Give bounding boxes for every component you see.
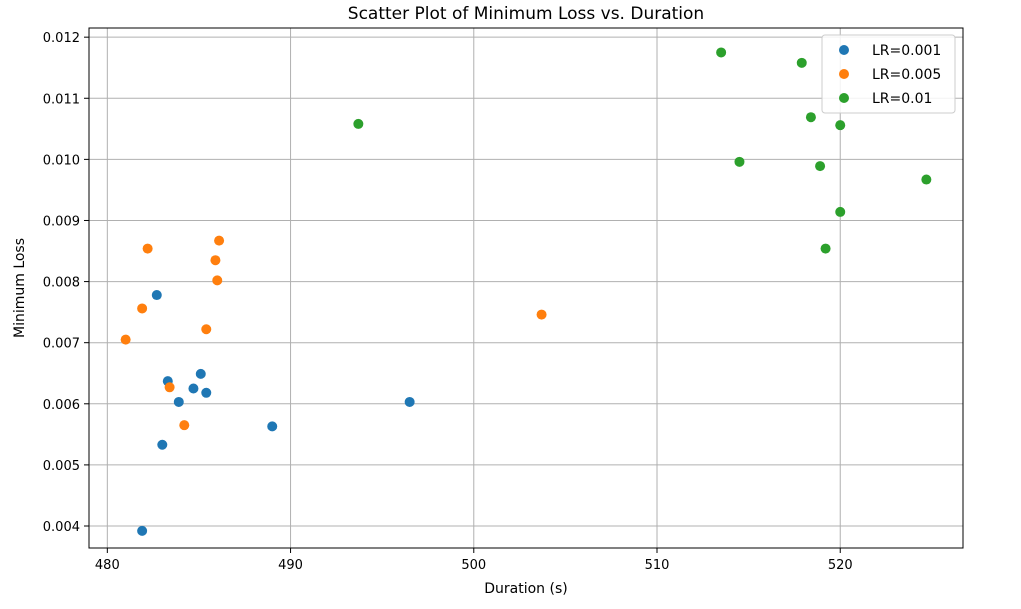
y-tick-label: 0.006: [43, 398, 80, 413]
data-point-1: [267, 421, 278, 432]
y-tick-label: 0.004: [43, 520, 80, 535]
x-tick-label: 480: [95, 558, 120, 573]
data-point-1: [157, 439, 168, 450]
axis-ticks: 480 490 500 510 520 0.004 0.005 0.006 0.007 0.008…: [43, 31, 853, 573]
data-point-2: [137, 303, 148, 314]
y-tick-label: 0.007: [43, 337, 80, 352]
legend-marker: [839, 69, 849, 79]
y-tick-label: 0.011: [43, 92, 80, 107]
data-point-1: [404, 396, 415, 407]
data-point-3: [815, 161, 826, 172]
y-tick-label: 0.012: [43, 31, 80, 46]
data-point-2: [212, 275, 223, 286]
data-point-1: [195, 368, 206, 379]
x-tick-label: 510: [645, 558, 670, 573]
data-point-3: [796, 57, 807, 68]
data-point-2: [214, 235, 225, 246]
data-points: [120, 47, 932, 536]
data-point-3: [805, 112, 816, 123]
grid-lines: [89, 28, 963, 548]
data-point-1: [151, 290, 162, 301]
data-point-3: [353, 118, 364, 129]
x-tick-label: 500: [461, 558, 486, 573]
y-axis-label: Minimum Loss: [12, 238, 28, 338]
legend: LR=0.001 LR=0.005 LR=0.01: [821, 34, 956, 114]
legend-label: LR=0.01: [872, 91, 932, 107]
data-point-2: [179, 420, 190, 431]
data-point-3: [835, 206, 846, 217]
y-tick-label: 0.009: [43, 214, 80, 229]
data-point-1: [173, 396, 184, 407]
legend-label: LR=0.001: [872, 43, 941, 59]
legend-marker: [839, 45, 849, 55]
data-point-2: [164, 382, 175, 393]
y-tick-label: 0.008: [43, 276, 80, 291]
legend-box: [821, 34, 956, 114]
plot-frame: [88, 27, 964, 549]
data-point-2: [210, 255, 221, 266]
data-point-1: [201, 387, 212, 398]
data-point-1: [188, 383, 199, 394]
x-axis-label: Duration (s): [484, 581, 567, 597]
legend-label: LR=0.005: [872, 67, 941, 83]
y-tick-label: 0.010: [43, 153, 80, 168]
data-point-1: [137, 525, 148, 536]
data-point-3: [734, 156, 745, 167]
data-point-3: [820, 243, 831, 254]
data-point-2: [142, 243, 153, 254]
data-point-3: [835, 120, 846, 131]
data-point-2: [120, 334, 131, 345]
chart-title: Scatter Plot of Minimum Loss vs. Duratio…: [348, 4, 704, 24]
data-point-3: [716, 47, 727, 58]
x-tick-label: 490: [278, 558, 303, 573]
x-tick-label: 520: [828, 558, 853, 573]
y-tick-label: 0.005: [43, 459, 80, 474]
data-point-2: [201, 324, 212, 335]
legend-marker: [839, 93, 849, 103]
data-point-2: [536, 309, 547, 320]
data-point-3: [921, 174, 932, 185]
